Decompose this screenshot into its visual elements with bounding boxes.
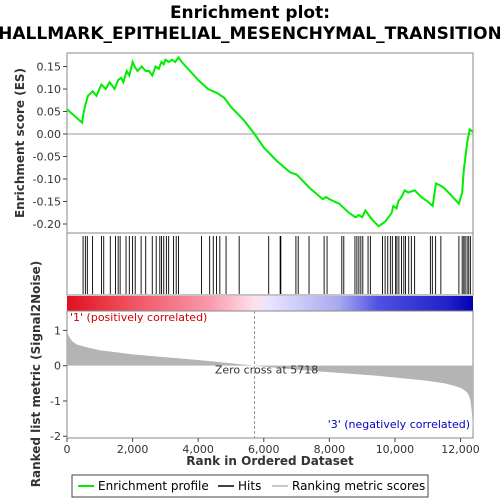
metric-y-axis-label: Ranked list metric (Signal2Noise)	[29, 261, 43, 488]
zero-cross-label: Zero cross at 5718	[215, 364, 318, 377]
legend-hits-label: Hits	[238, 479, 261, 493]
x-tick-label: 8,000	[314, 443, 346, 456]
x-tick-label: 0	[64, 443, 71, 456]
negative-label: '3' (negatively correlated)	[328, 418, 470, 431]
hits-panel	[66, 232, 474, 296]
legend-frame	[71, 474, 429, 498]
x-ticks: 0 2,000 4,000 6,000 8,000 10,000 12,000	[64, 438, 480, 456]
es-y-tick-label: 0.05	[37, 106, 62, 119]
es-y-tick-label: -0.20	[33, 218, 61, 231]
x-tick-label: 2,000	[117, 443, 149, 456]
es-y-tick-label: -0.15	[33, 196, 61, 209]
x-tick-label: 12,000	[441, 443, 480, 456]
x-tick-label: 10,000	[376, 443, 415, 456]
chart-title-line2: HALLMARK_EPITHELIAL_MESENCHYMAL_TRANSITI…	[0, 24, 500, 44]
metric-y-tick-label: 1	[54, 324, 61, 337]
x-axis-label: Rank in Ordered Dataset	[186, 454, 354, 468]
es-y-ticks: 0.15 0.10 0.05 0.00 -0.05 -0.10 -0.15 -0.20	[33, 61, 67, 231]
es-y-tick-label: 0.10	[37, 83, 62, 96]
es-panel: 0.15 0.10 0.05 0.00 -0.05 -0.10 -0.15 -0.20	[33, 52, 474, 234]
hits-panel-frame	[66, 232, 474, 296]
correlation-color-band	[67, 296, 473, 311]
es-y-tick-label: 0.15	[37, 61, 62, 74]
metric-y-tick-label: 0	[54, 360, 61, 373]
legend-enrichment-label: Enrichment profile	[98, 479, 209, 493]
positive-label: '1' (positively correlated)	[70, 311, 207, 324]
es-y-axis-label: Enrichment score (ES)	[13, 68, 27, 218]
metric-y-tick-label: -2	[50, 430, 61, 443]
metric-y-ticks: 1 0 -1 -2	[50, 324, 67, 443]
es-panel-frame	[66, 52, 474, 234]
x-tick-label: 6,000	[248, 443, 280, 456]
metric-y-tick-label: -1	[50, 395, 61, 408]
chart-title-line1: Enrichment plot:	[170, 3, 330, 23]
x-tick-label: 4,000	[182, 443, 214, 456]
es-y-tick-label: -0.05	[33, 151, 61, 164]
legend-metric-label: Ranking metric scores	[292, 479, 425, 493]
es-profile-line	[66, 55, 474, 228]
hit-marks	[82, 236, 471, 294]
es-y-tick-label: 0.00	[37, 128, 62, 141]
legend: Enrichment profile Hits Ranking metric s…	[71, 474, 429, 498]
es-y-tick-label: -0.10	[33, 173, 61, 186]
metric-panel: '1' (positively correlated) '3' (negativ…	[50, 310, 474, 443]
